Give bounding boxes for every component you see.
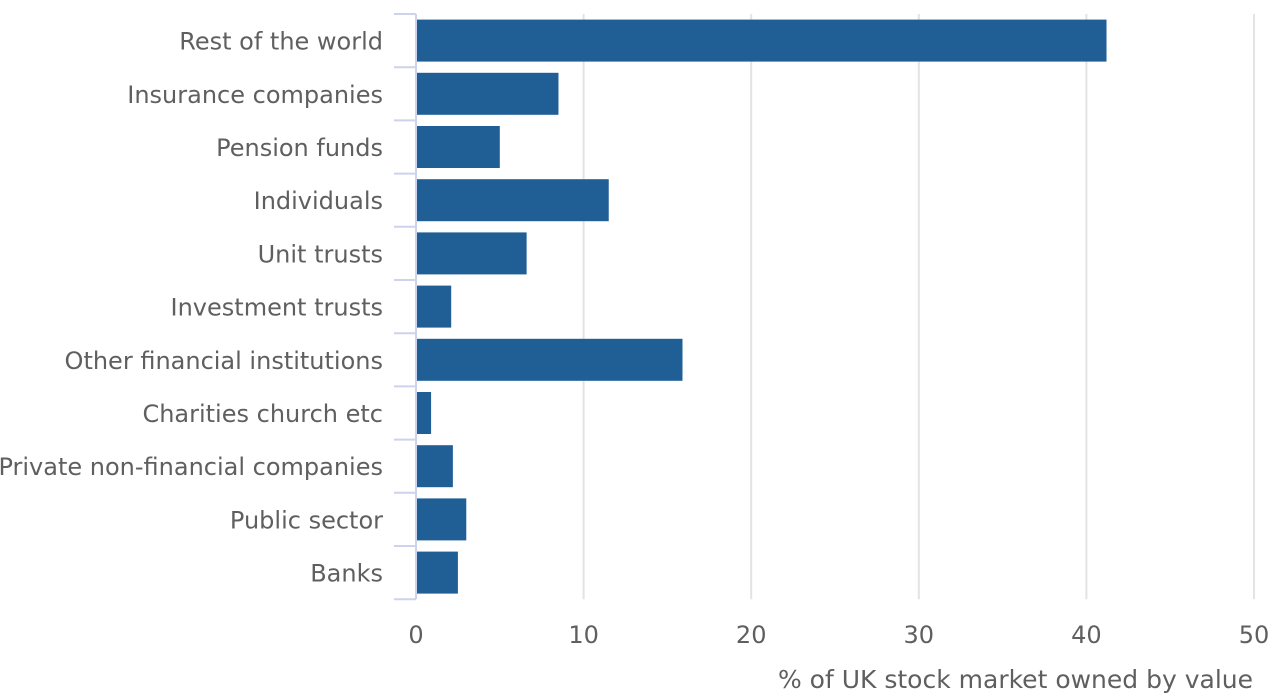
category-label-banks: Banks [310, 560, 383, 588]
bar-banks [416, 551, 458, 594]
category-labels: Rest of the world Insurance companies Pens… [0, 28, 383, 588]
category-label-rest-of-the-world: Rest of the world [179, 28, 383, 56]
x-tick-label-50: 50 [1239, 621, 1270, 649]
category-label-private-non-financial-companies: Private non-financial companies [0, 453, 383, 481]
bar-pension-funds [416, 126, 500, 168]
bar-unit-trusts [416, 232, 527, 275]
bar-private-non-financial-companies [416, 445, 453, 488]
x-tick-label-20: 20 [736, 621, 767, 649]
category-label-other-financial-institutions: Other financial institutions [65, 347, 383, 375]
x-tick-label-40: 40 [1071, 621, 1102, 649]
gridlines [582, 14, 1255, 600]
category-label-pension-funds: Pension funds [216, 134, 383, 162]
x-tick-labels: 0 10 20 30 40 50 [408, 621, 1269, 649]
category-label-charities-church-etc: Charities church etc [142, 400, 383, 428]
y-axis [394, 13, 417, 601]
category-label-public-sector: Public sector [230, 506, 383, 534]
bar-public-sector [416, 498, 467, 541]
bar-other-financial-institutions [416, 338, 683, 381]
category-label-individuals: Individuals [254, 187, 383, 215]
x-tick-label-30: 30 [904, 621, 935, 649]
bar-insurance-companies [416, 72, 559, 115]
bar-charities-church-etc [416, 392, 432, 434]
x-tick-label-0: 0 [408, 621, 423, 649]
x-tick-label-10: 10 [568, 621, 599, 649]
bars [416, 19, 1107, 594]
category-label-unit-trusts: Unit trusts [258, 240, 383, 268]
category-label-insurance-companies: Insurance companies [127, 81, 383, 109]
bar-investment-trusts [416, 285, 452, 328]
category-label-investment-trusts: Investment trusts [171, 294, 383, 322]
x-axis-title: % of UK stock market owned by value [778, 665, 1253, 694]
bar-rest-of-the-world [416, 19, 1107, 62]
bar-individuals [416, 179, 609, 222]
